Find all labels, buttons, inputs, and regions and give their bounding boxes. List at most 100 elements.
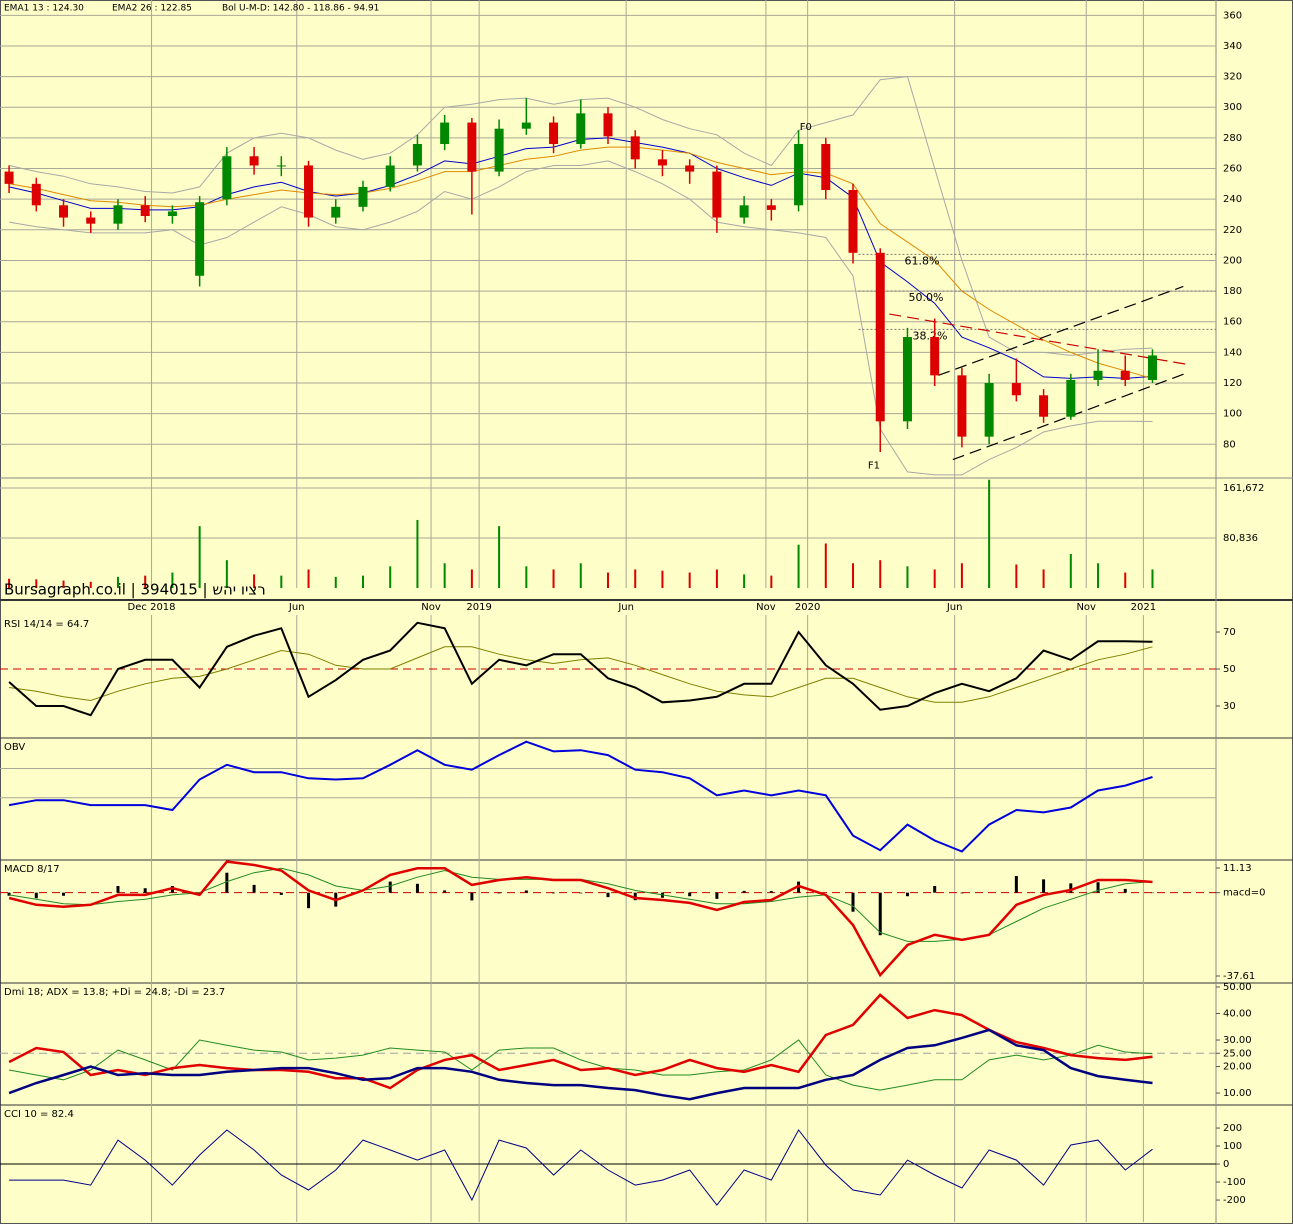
candle-body [685, 165, 695, 172]
watermark: Bursagraph.co.il | 394015 | רציו יהש [4, 581, 266, 599]
histogram-bar [470, 892, 474, 901]
histogram-bar [62, 892, 66, 896]
histogram-bar [579, 892, 583, 894]
candle-body [576, 113, 586, 145]
x-tick-label: Jun [946, 602, 963, 613]
volume-bar [8, 578, 11, 588]
volume-bar [498, 526, 501, 588]
x-tick-label: Jun [617, 602, 634, 613]
candle-body [957, 375, 967, 437]
histogram-bar [415, 883, 419, 893]
candle-body [902, 337, 912, 422]
candle-body [875, 252, 885, 422]
candle-body [304, 165, 314, 218]
histogram-bar [688, 892, 692, 897]
histogram-bar [443, 890, 447, 893]
x-tick-label: Nov [421, 602, 441, 613]
panel-title: MACD 8/17 [4, 864, 60, 875]
histogram-bar [606, 892, 610, 898]
volume-bar [280, 575, 283, 588]
volume-bar [470, 569, 473, 588]
histogram-bar [851, 892, 855, 912]
panel-title: CCI 10 = 82.4 [4, 1109, 74, 1120]
y-tick-label: 240 [1223, 194, 1242, 205]
indicator-line [9, 1039, 1153, 1091]
indicator-line [9, 1129, 1153, 1206]
histogram-bar [34, 892, 38, 899]
candle-body [1093, 370, 1103, 380]
volume-bar [852, 563, 855, 588]
y-tick-label: 70 [1223, 627, 1236, 638]
x-tick-label: Nov [756, 602, 776, 613]
histogram-bar [633, 892, 637, 901]
y-tick-label: 25.00 [1223, 1048, 1252, 1059]
legend-entry: Bol U-M-D: 142.80 - 118.86 - 94.91 [222, 4, 379, 14]
y-tick-label: 50 [1223, 664, 1236, 675]
histogram-bar [878, 892, 882, 936]
candle-body [549, 122, 559, 145]
candle-body [358, 186, 368, 207]
volume-bar [552, 569, 555, 588]
trend-line [938, 285, 1184, 376]
candle-body [167, 211, 177, 217]
x-tick-label: 2019 [466, 602, 491, 613]
histogram-bar [742, 890, 746, 893]
volume-bar [661, 570, 664, 588]
y-tick-label: -37.61 [1223, 971, 1255, 982]
trend-line [889, 313, 1189, 366]
volume-bar [525, 566, 528, 588]
y-tick-label: 260 [1223, 164, 1242, 175]
candle-body [984, 383, 994, 437]
candle-body [821, 144, 831, 190]
y-tick-label: 80,836 [1223, 533, 1258, 544]
candle-body [1147, 355, 1157, 380]
annotation: F1 [868, 461, 880, 472]
histogram-bar [497, 892, 501, 894]
x-tick-label: Nov [1076, 602, 1096, 613]
x-tick-label: Jun [288, 602, 305, 613]
volume-bar [879, 560, 882, 588]
volume-bar [171, 572, 174, 588]
y-tick-label: 0 [1223, 1159, 1229, 1170]
histogram-bar [524, 890, 528, 893]
panel-title: Dmi 18; ADX = 13.8; +Di = 24.8; -Di = 23… [4, 987, 225, 998]
y-tick-label: 320 [1223, 72, 1242, 83]
histogram-bar [715, 892, 719, 899]
candle-body [930, 337, 940, 376]
histogram-bar [960, 892, 964, 894]
histogram-bar [388, 881, 392, 893]
x-tick-label: 2021 [1131, 602, 1156, 613]
y-tick-label: 30 [1223, 701, 1236, 712]
volume-bar [89, 581, 92, 588]
candle-body [249, 156, 259, 166]
y-tick-label: 300 [1223, 102, 1242, 113]
y-tick-label: 30.00 [1223, 1035, 1252, 1046]
y-tick-label: 340 [1223, 41, 1242, 52]
volume-bar [1151, 569, 1154, 588]
fib-label: 61.8% [904, 254, 939, 267]
histogram-bar [7, 892, 11, 896]
y-tick-label: -100 [1223, 1177, 1246, 1188]
candle-body [59, 205, 69, 218]
y-tick-label: 220 [1223, 225, 1242, 236]
y-tick-label: 200 [1223, 1123, 1242, 1134]
histogram-bar [116, 886, 120, 893]
indicator-line [8, 1028, 1153, 1101]
volume-bar [253, 574, 256, 588]
candle-body [630, 136, 640, 160]
candle-body [140, 205, 150, 217]
volume-bar [307, 569, 310, 588]
histogram-bar [279, 892, 283, 895]
y-tick-label: 280 [1223, 133, 1242, 144]
histogram-bar [1123, 888, 1127, 893]
volume-bar [361, 575, 364, 588]
histogram-bar [143, 888, 147, 893]
indicator-line [8, 860, 1153, 978]
legend-entry: EMA1 13 : 124.30 [4, 4, 84, 14]
volume-bar [770, 575, 773, 588]
volume-bar [198, 526, 201, 588]
volume-bar [1097, 563, 1100, 588]
candle-body [1011, 383, 1021, 396]
candle-body [521, 122, 531, 129]
